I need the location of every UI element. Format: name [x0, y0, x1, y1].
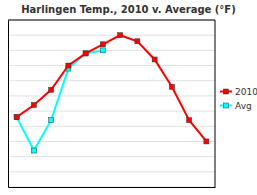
marker — [66, 63, 71, 68]
marker — [14, 115, 19, 120]
series-line — [17, 35, 207, 141]
grid-line — [8, 171, 215, 172]
frame — [8, 20, 215, 21]
frame — [215, 20, 216, 187]
axis-line — [9, 187, 216, 188]
marker — [14, 115, 19, 120]
legend-item: Avg — [220, 101, 252, 111]
marker — [83, 51, 88, 56]
marker — [100, 48, 105, 53]
marker — [31, 148, 36, 153]
marker — [135, 39, 140, 44]
legend-label: Avg — [235, 101, 252, 111]
marker — [31, 103, 36, 108]
marker — [187, 118, 192, 123]
marker — [49, 87, 54, 92]
legend: 2010 Avg — [220, 87, 257, 111]
legend-marker — [224, 89, 229, 94]
chart: Harlingen Temp., 2010 v. Average (°F) 201… — [0, 0, 257, 195]
series-line — [17, 50, 103, 150]
legend-label: 2010 — [235, 87, 257, 97]
marker — [100, 42, 105, 47]
grid-line — [8, 80, 215, 81]
marker — [169, 84, 174, 89]
marker — [49, 118, 54, 123]
grid-line — [8, 50, 215, 51]
x-axis — [9, 187, 216, 188]
grid-line — [8, 20, 215, 21]
grid-line — [8, 126, 215, 127]
grid-line — [8, 65, 215, 66]
grid-line — [8, 35, 215, 36]
grid — [8, 20, 215, 187]
marker — [118, 33, 123, 38]
grid-line — [8, 95, 215, 96]
marker — [204, 139, 209, 144]
legend-marker — [224, 103, 229, 108]
marker — [83, 51, 88, 56]
marker — [152, 57, 157, 62]
grid-line — [8, 187, 215, 188]
marks — [14, 33, 209, 153]
grid-line — [8, 156, 215, 157]
y-axis — [8, 21, 10, 188]
title: Harlingen Temp., 2010 v. Average (°F) — [21, 4, 236, 15]
plot — [8, 20, 216, 188]
axis-line — [8, 21, 9, 188]
legend-item: 2010 — [220, 87, 257, 97]
